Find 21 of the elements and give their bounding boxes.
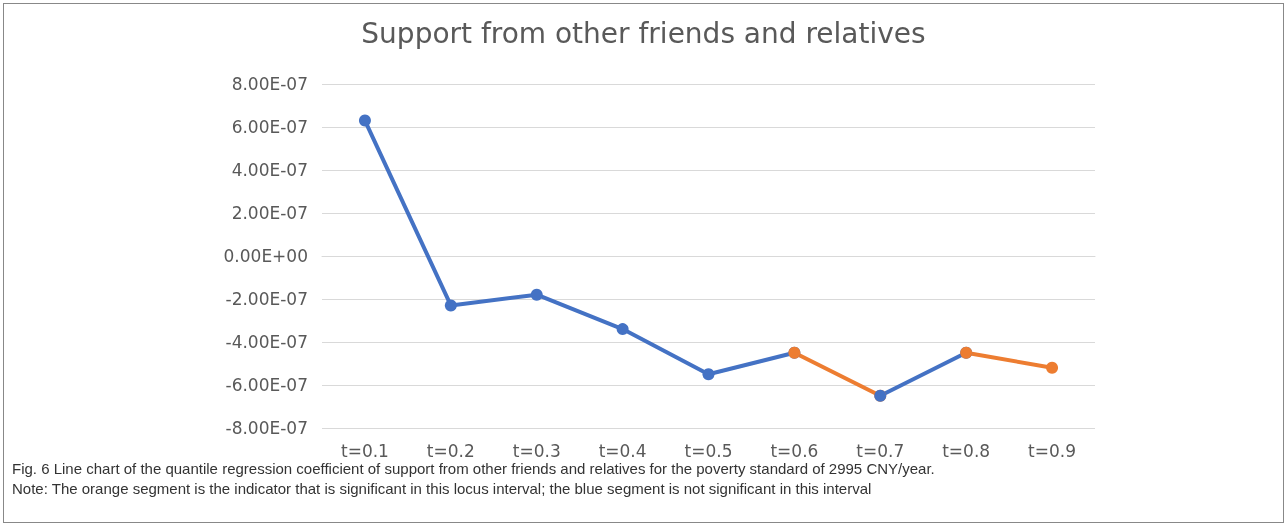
y-tick-label: -4.00E-07 bbox=[225, 332, 308, 352]
y-tick-label: 4.00E-07 bbox=[231, 160, 308, 180]
y-tick-label: 0.00E+00 bbox=[223, 246, 308, 266]
x-tick-label: t=0.1 bbox=[340, 440, 389, 461]
x-tick-label: t=0.2 bbox=[426, 440, 475, 461]
y-tick-label: -6.00E-07 bbox=[225, 375, 308, 395]
text: Note: The orange segment is the indicator that is significant in this locus interval; the blue segment is not significant in this interval bbox=[12, 479, 873, 499]
x-tick-label: t=0.6 bbox=[770, 440, 819, 461]
y-tick-label: 6.00E-07 bbox=[231, 117, 308, 137]
y-tick-label: -2.00E-07 bbox=[225, 289, 308, 309]
y-tick-label: -8.00E-07 bbox=[225, 418, 308, 438]
chart-title: Support from other friends and relatives bbox=[361, 16, 926, 50]
x-tick-label: t=0.8 bbox=[942, 440, 991, 461]
x-tick-label: t=0.9 bbox=[1028, 440, 1077, 461]
x-tick-label: t=0.4 bbox=[598, 440, 647, 461]
y-tick-label: 2.00E-07 bbox=[231, 203, 308, 223]
y-tick-label: 8.00E-07 bbox=[231, 74, 308, 94]
x-tick-label: t=0.7 bbox=[856, 440, 905, 461]
caption: Fig. 6 Line chart of the quantile regression coefficient of support from other friends and relatives for the poverty standard of 2995 CNY/year. bbox=[12, 459, 936, 479]
x-tick-label: t=0.3 bbox=[512, 440, 561, 461]
x-tick-label: t=0.5 bbox=[684, 440, 733, 461]
